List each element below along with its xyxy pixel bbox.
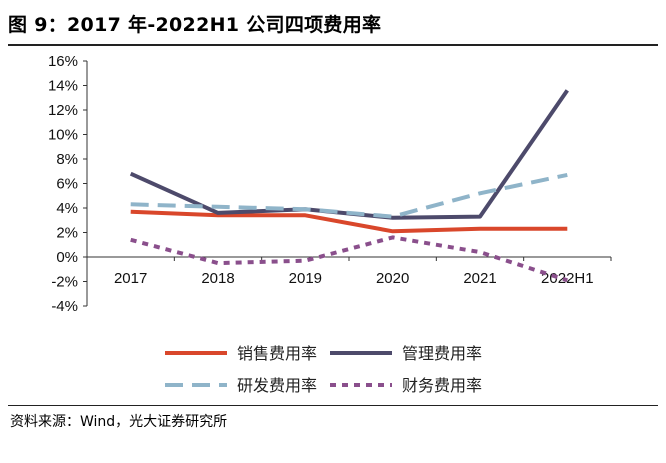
figure-title: 图 9：2017 年-2022H1 公司四项费用率: [8, 14, 382, 36]
source-rule: [8, 405, 658, 406]
x-tick-label: 2020: [376, 270, 409, 287]
series-line-3: [130, 172, 568, 219]
y-tick-label: -4%: [51, 298, 78, 315]
y-tick-label: 16%: [48, 53, 78, 70]
y-tick-label: 10%: [48, 127, 78, 144]
x-tick-label: 2017: [114, 270, 147, 287]
y-tick-label: 0%: [56, 249, 78, 266]
title-rule: [8, 44, 658, 46]
series-layer: [129, 89, 569, 283]
legend-label-2: 管理费用率: [402, 344, 482, 363]
y-tick-label: -2%: [51, 274, 78, 291]
y-tick-label: 6%: [56, 176, 78, 193]
x-tick-label: 2018: [201, 270, 234, 287]
legend-label-3: 研发费用率: [237, 376, 317, 395]
series-line-1: [130, 209, 568, 234]
y-tick-label: 8%: [56, 151, 78, 168]
source-note: 资料来源：Wind，光大证券研究所: [10, 414, 228, 430]
series-line-2: [129, 89, 569, 220]
y-tick-label: 12%: [48, 102, 78, 119]
y-tick-label: 14%: [48, 78, 78, 95]
y-tick-label: 2%: [56, 225, 78, 242]
axis-layer: -4% -2% 0% 2% 4% 6% 8% 10% 12% 14% 16% 2017 2018 2019…: [48, 53, 612, 315]
x-tick-label: 2019: [289, 270, 322, 287]
legend-label-4: 财务费用率: [402, 376, 482, 395]
legend-label-1: 销售费用率: [237, 344, 317, 363]
x-tick-label: 2021: [463, 270, 496, 287]
y-tick-label: 4%: [56, 200, 78, 217]
series-line-4: [130, 235, 568, 283]
